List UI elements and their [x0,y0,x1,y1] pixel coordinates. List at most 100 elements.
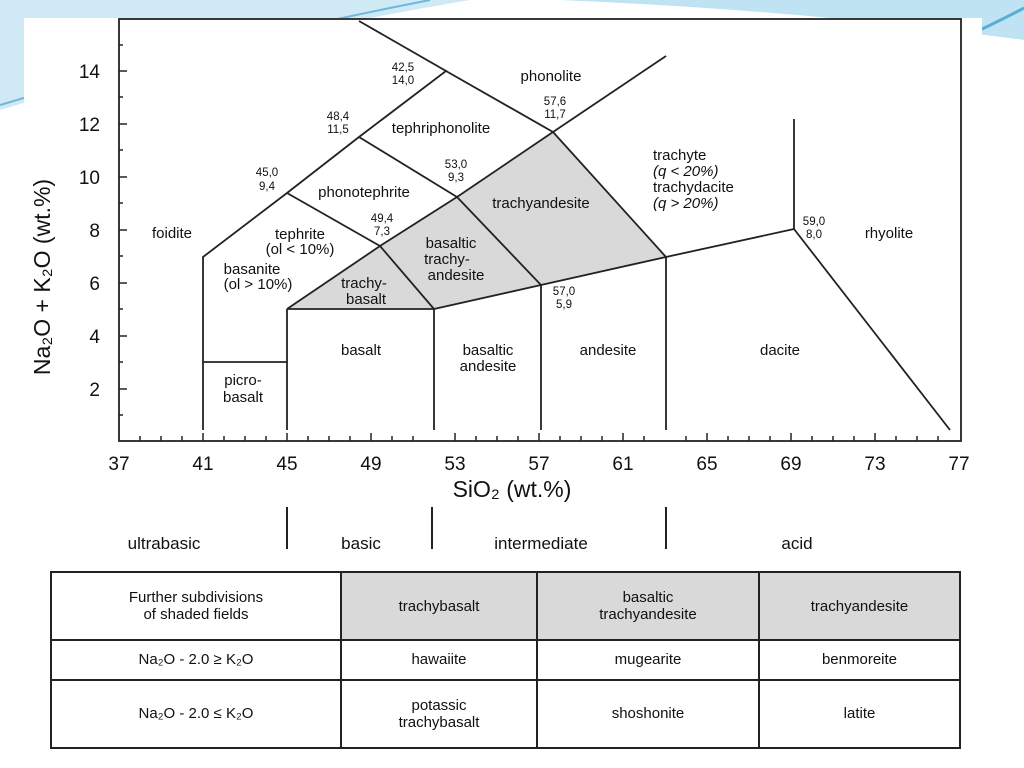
field-label-rhyolite: rhyolite [865,225,913,242]
x-tick-label-37: 37 [108,454,129,475]
point-label-b: 9,3 [448,172,464,184]
field-label-trachydacite: trachydacite [653,179,734,196]
y-tick-label-6: 6 [89,274,100,295]
top-right-swoosh [560,0,1024,40]
point-label-a: 57,0 [553,286,575,298]
field-label-phonolite: phonolite [521,68,582,85]
field-label-andesite: andesite [580,342,637,359]
field-label-trachyte-q-lt: (q < 20%) [653,163,718,180]
phonotephrite-base-right [379,196,458,247]
field-label-bta-2: trachy- [424,251,470,268]
phonolite-boundary [445,70,554,133]
field-label-basanite-ol: (ol > 10%) [224,276,293,293]
table-cell: shoshonite [536,678,760,750]
field-label-picrobasalt-2: basalt [223,389,264,406]
trachyte-upper-boundary [552,55,667,133]
field-label-phonotephrite: phonotephrite [318,184,410,201]
x-tick-label-53: 53 [444,454,465,475]
table-cell: hawaiite [340,639,538,681]
y-tick-labels: 2 4 6 8 10 12 14 [79,62,101,401]
y-axis-title: Na₂O + K₂O (wt.%) [29,179,55,375]
field-label-dacite: dacite [760,342,800,359]
y-tick-label-2: 2 [89,380,100,401]
y-tick-label-8: 8 [89,221,100,242]
trachybasalt-right-boundary [379,245,435,310]
bta-right-boundary [456,196,542,286]
tephrite-lower-boundary [286,245,381,310]
field-boundaries [202,20,951,431]
point-label-a: 57,6 [544,96,566,108]
point-label-a: 53,0 [445,159,467,171]
point-label-a: 48,4 [327,111,350,123]
x-axis-ticks [139,433,939,441]
point-labels: 42,5 14,0 48,4 11,5 45,0 9,4 53,0 9,3 49… [256,62,825,311]
field-label-trachyte: trachyte [653,147,706,164]
table-cell-line-1: potassic [411,696,467,714]
table-header-row: Further subdivisions of shaded fields tr… [50,570,961,642]
x-axis-title: SiO₂ (wt.%) [453,476,572,502]
x-tick-label-73: 73 [864,454,885,475]
class-label-ultrabasic: ultrabasic [128,534,201,553]
x-tick-label-41: 41 [192,454,213,475]
field-label-foidite: foidite [152,225,192,242]
foidite-boundary [202,20,448,430]
table-cell: benmoreite [758,639,961,681]
y-tick-label-14: 14 [79,62,101,83]
y-tick-label-4: 4 [89,327,100,348]
basaltic-trachyandesite-field [380,197,541,309]
table-header-basaltic-trachyandesite: basaltic trachyandesite [536,570,760,642]
table-row-condition: Na₂O - 2.0 ≥ K₂O [50,639,342,681]
point-label-b: 11,7 [544,109,566,121]
alkaline-subalkaline-line [433,228,795,310]
point-label-b: 5,9 [556,299,572,311]
table-header-trachyandesite: trachyandesite [758,570,961,642]
table-cell: potassic trachybasalt [340,678,538,750]
x-tick-label-45: 45 [276,454,297,475]
field-label-trachyandesite: trachyandesite [492,195,590,212]
field-label-basanite: basanite [224,261,281,278]
field-label-bta-1: basaltic [426,235,477,252]
point-label-a: 42,5 [392,62,414,74]
x-tick-label-69: 69 [780,454,801,475]
field-label-basalt: basalt [341,342,382,359]
rhyolite-boundary-lower [793,228,951,431]
table-cell-line-2: trachybasalt [398,713,480,731]
field-label-tephrite-ol: (ol < 10%) [266,241,335,258]
class-label-acid: acid [781,534,812,553]
trachyandesite-field [457,132,666,285]
field-label-tephrite: tephrite [275,226,325,243]
table-cell: latite [758,678,961,750]
table-header-col2-line-1: basaltic [622,588,674,606]
y-tick-label-12: 12 [79,115,100,136]
tephriphonolite-base [358,136,458,198]
top-right-swoosh-line [979,6,1024,32]
tephriphonolite-phonotephrite-divider [456,131,554,198]
field-label-bta-3: andesite [428,267,485,284]
field-label-tb-2: basalt [346,291,387,308]
class-label-intermediate: intermediate [494,534,588,553]
x-tick-label-57: 57 [528,454,549,475]
field-label-basaltic-andesite-2: andesite [460,358,517,375]
field-label-basaltic-andesite-1: basaltic [463,342,514,359]
field-label-tephriphonolite: tephriphonolite [392,120,490,137]
class-label-basic: basic [341,534,381,553]
shaded-fields-subdivision-table: Further subdivisions of shaded fields tr… [50,570,961,750]
point-label-b: 11,5 [327,124,349,136]
trachybasalt-field [287,246,434,309]
x-tick-label-65: 65 [696,454,717,475]
trachyandesite-right-boundary [552,131,667,258]
point-label-b: 7,3 [374,226,390,238]
table-row: Na₂O - 2.0 ≥ K₂O hawaiite mugearite benm… [50,639,961,681]
point-label-a: 49,4 [371,213,394,225]
table-cell: mugearite [536,639,760,681]
x-tick-label-77: 77 [948,454,969,475]
field-labels: foidite phonolite tephriphonolite phonot… [152,68,913,406]
x-tick-label-49: 49 [360,454,381,475]
x-tick-label-61: 61 [612,454,633,475]
table-header-trachybasalt: trachybasalt [340,570,538,642]
point-label-a: 59,0 [803,216,825,228]
x-tick-labels: 37 41 45 49 53 57 61 65 69 73 77 [108,454,969,475]
field-label-trachydacite-q-gt: (q > 20%) [653,195,718,212]
phonotephrite-base-left [286,192,381,247]
